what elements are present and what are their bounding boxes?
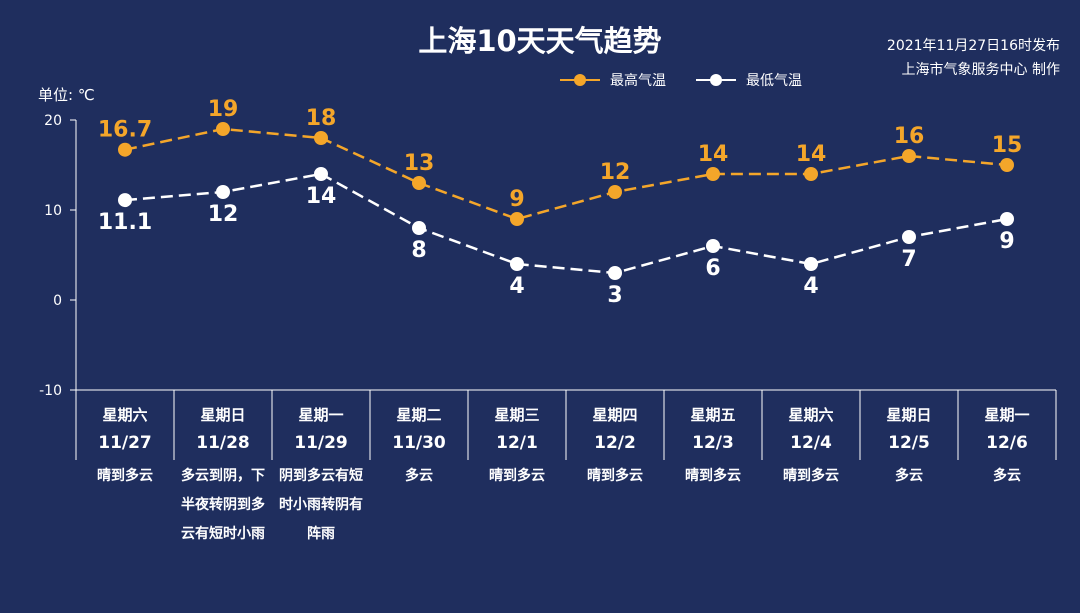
weekday-label: 星期一 [984,406,1030,424]
high-temp-label: 15 [992,133,1023,158]
chart-title: 上海10天天气趋势 [418,24,662,58]
high-temp-label: 14 [796,142,827,167]
weekday-label: 星期五 [690,406,736,424]
legend-low-label: 最低气温 [746,73,802,89]
low-temp-label: 4 [509,274,524,299]
weekday-label: 星期一 [298,406,344,424]
date-label: 11/29 [294,433,348,453]
high-temp-label: 9 [509,187,524,212]
publish-info: 2021年11月27日16时发布 上海市气象服务中心 制作 [887,34,1060,82]
publisher: 上海市气象服务中心 制作 [901,62,1060,78]
high-temp-point [216,122,230,136]
low-temp-point [314,167,328,181]
low-temp-point [608,266,622,280]
weather-condition: 晴到多云 [97,468,153,484]
date-label: 12/3 [692,433,734,453]
date-label: 11/28 [196,433,250,453]
high-temp-point [902,149,916,163]
low-temp-label: 6 [705,256,720,281]
y-tick-label: 0 [53,293,62,309]
high-temp-label: 14 [698,142,729,167]
weather-condition: 多云 [405,468,433,484]
high-temp-point [412,176,426,190]
low-temp-label: 3 [607,283,622,308]
date-label: 12/6 [986,433,1028,453]
high-temp-label: 19 [208,97,239,122]
weekday-label: 星期二 [396,406,442,424]
high-temp-point [118,142,132,157]
date-label: 12/5 [888,433,930,453]
low-temp-point [412,221,426,235]
weekday-label: 星期日 [886,406,932,424]
y-tick-label: -10 [39,383,62,399]
weather-condition: 多云到阴，下 半夜转阴到多 云有短时小雨 [181,468,265,542]
date-label: 12/1 [496,433,538,453]
high-temp-point [314,131,328,145]
low-temp-label: 12 [208,202,239,227]
legend-low-line [696,74,736,86]
low-temp-label: 4 [803,274,818,299]
high-temp-point [608,185,622,199]
weekday-label: 星期六 [102,406,148,424]
high-temp-point [804,167,818,181]
legend-high: 最高气温 [560,70,666,90]
low-temp-label: 8 [411,238,426,263]
low-temp-line [124,172,1008,275]
low-temp-label: 11.1 [98,210,152,235]
high-temp-label: 16 [894,124,925,149]
date-label: 12/4 [790,433,832,453]
legend-low: 最低气温 [696,70,802,90]
weather-condition: 晴到多云 [783,468,839,484]
high-temp-label: 13 [404,151,435,176]
legend: 最高气温 最低气温 [560,70,802,90]
weather-condition: 晴到多云 [489,468,545,484]
date-label: 12/2 [594,433,636,453]
high-temp-point [706,167,720,181]
legend-high-label: 最高气温 [610,73,666,89]
publish-time: 2021年11月27日16时发布 [886,38,1060,54]
weather-condition: 晴到多云 [587,468,643,484]
low-temp-point [902,230,916,244]
weekday-label: 星期三 [494,406,540,424]
low-temp-label: 7 [901,247,916,272]
weather-condition: 阴到多云有短 时小雨转阴有 阵雨 [279,468,363,542]
legend-high-line [560,74,600,86]
date-label: 11/30 [392,433,446,453]
low-temp-point [804,257,818,271]
weather-condition: 多云 [895,468,923,484]
y-tick-label: 20 [44,113,62,129]
high-temp-label: 16.7 [98,118,152,143]
low-temp-label: 14 [306,184,337,209]
low-temp-point [118,193,132,208]
weather-condition: 晴到多云 [685,468,741,484]
high-temp-point [1000,158,1014,172]
low-temp-point [510,257,524,271]
weather-condition: 多云 [993,468,1021,484]
weekday-label: 星期四 [592,406,638,424]
unit-label: 单位: ℃ [38,86,95,104]
low-temp-point [1000,212,1014,226]
weekday-label: 星期六 [788,406,834,424]
y-tick-label: 10 [44,203,62,219]
low-temp-label: 9 [999,229,1014,254]
high-temp-line [124,127,1008,221]
high-temp-point [510,212,524,226]
high-temp-label: 18 [306,106,337,131]
low-temp-point [216,185,230,199]
date-label: 11/27 [98,433,152,453]
weekday-label: 星期日 [200,406,246,424]
low-temp-point [706,239,720,253]
high-temp-label: 12 [600,160,631,185]
